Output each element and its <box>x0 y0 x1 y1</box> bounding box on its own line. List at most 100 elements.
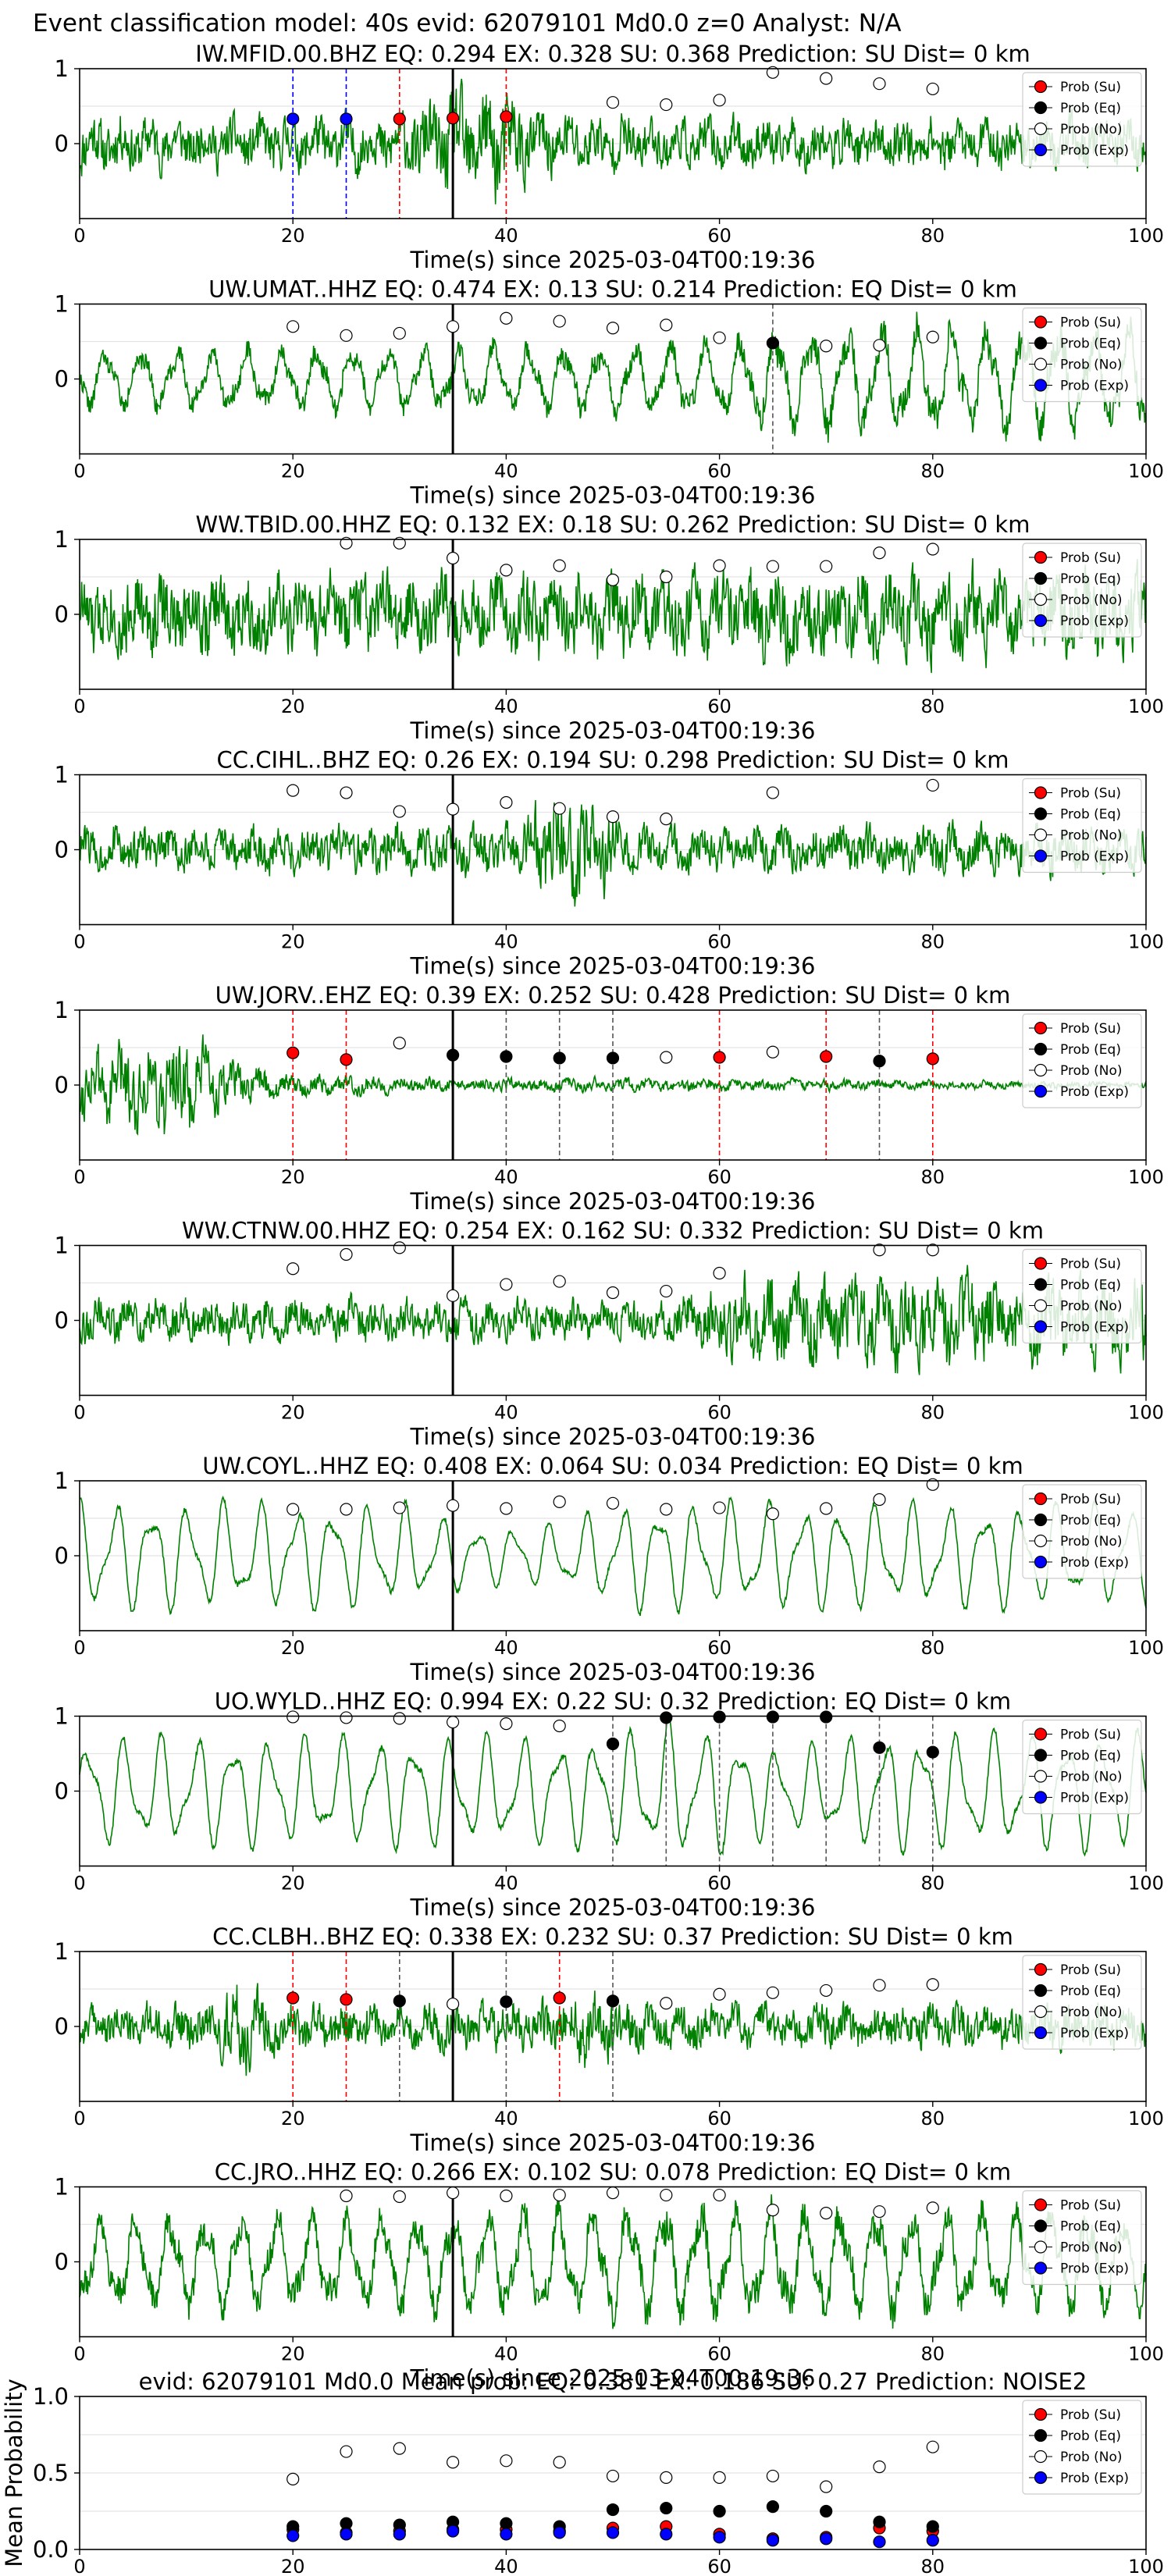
prob-point-no <box>553 1275 566 1288</box>
prob-point-no <box>393 1241 406 1254</box>
legend-marker-exp <box>1034 2261 1048 2275</box>
legend-marker-su <box>1034 1021 1048 1035</box>
legend-label: Prob (No) <box>1060 358 1123 373</box>
prob-point-no <box>287 1710 300 1724</box>
x-tick-label: 20 <box>281 225 305 247</box>
x-tick-label: 60 <box>707 225 731 247</box>
legend-label: Prob (Eq) <box>1060 807 1121 823</box>
legend-label: Prob (Eq) <box>1060 1278 1121 1293</box>
prob-point-no <box>606 2186 620 2200</box>
legend-label: Prob (Su) <box>1060 80 1121 95</box>
legend-label: Prob (Su) <box>1060 1492 1121 1507</box>
legend-label: Prob (Su) <box>1060 1962 1121 1978</box>
prob-point-no <box>820 2207 833 2220</box>
prob-point-no <box>926 543 939 556</box>
prob-point-eq <box>393 1994 406 2008</box>
station-panel-8: UO.WYLD..HHZ EQ: 0.994 EX: 0.22 SU: 0.32… <box>55 1688 1164 1921</box>
x-axis-label: Time(s) since 2025-03-04T00:19:36 <box>410 482 816 509</box>
x-tick-label: 60 <box>707 2556 731 2576</box>
legend-marker-eq <box>1034 807 1048 820</box>
prob-point-no <box>340 536 353 550</box>
legend-marker-su <box>1034 315 1048 329</box>
prob-point-su <box>393 112 406 126</box>
prob-point-no <box>500 1502 513 1515</box>
mean-prob-point-eq <box>873 2515 886 2528</box>
prob-point-no <box>500 1717 513 1731</box>
legend-marker-exp <box>1034 1084 1048 1098</box>
legend-label: Prob (Eq) <box>1060 2219 1121 2235</box>
legend-marker-no <box>1034 1299 1048 1312</box>
legend-label: Prob (Eq) <box>1060 2428 1121 2444</box>
waveform-trace <box>79 2194 1147 2329</box>
prob-point-eq <box>926 1745 939 1759</box>
prob-point-no <box>606 810 620 824</box>
x-tick-label: 80 <box>921 1166 945 1188</box>
prob-point-no <box>393 2190 406 2204</box>
prob-point-no <box>873 1493 886 1507</box>
legend-label: Prob (No) <box>1060 2005 1123 2020</box>
panel-title: evid: 62079101 Md0.0 Mean prob: EQ: 0.38… <box>139 2368 1087 2395</box>
y-tick-label: 1 <box>55 762 69 788</box>
prob-point-no <box>660 1997 673 2010</box>
station-panel-9: CC.CLBH..BHZ EQ: 0.338 EX: 0.232 SU: 0.3… <box>55 1923 1164 2156</box>
x-tick-label: 100 <box>1128 225 1164 247</box>
legend-label: Prob (No) <box>1060 2240 1123 2256</box>
legend-box <box>1022 1013 1142 1108</box>
legend: Prob (Su) Prob (Eq) Prob (No) Prob (Exp) <box>1022 1719 1142 1815</box>
x-tick-label: 80 <box>921 2343 945 2365</box>
prob-point-no <box>606 1496 620 1510</box>
legend-marker-eq <box>1034 101 1048 115</box>
station-panel-10: CC.JRO..HHZ EQ: 0.266 EX: 0.102 SU: 0.07… <box>55 2159 1164 2392</box>
mean-prob-point-no <box>446 2456 460 2469</box>
legend-label: Prob (Exp) <box>1060 143 1129 158</box>
prob-point-su <box>500 110 513 123</box>
waveform-trace <box>79 1495 1147 1617</box>
x-tick-label: 40 <box>494 931 518 953</box>
legend-label: Prob (Exp) <box>1060 849 1129 865</box>
mean-probability-panel: evid: 62079101 Md0.0 Mean prob: EQ: 0.38… <box>1 2368 1164 2576</box>
prob-point-no <box>766 66 780 79</box>
station-panel-6: WW.CTNW.00.HHZ EQ: 0.254 EX: 0.162 SU: 0… <box>55 1218 1164 1450</box>
prob-point-no <box>766 1507 780 1521</box>
waveform-trace <box>79 1265 1147 1375</box>
x-tick-label: 80 <box>921 1402 945 1424</box>
mean-prob-point-exp <box>820 2532 833 2546</box>
x-tick-label: 40 <box>494 2556 518 2576</box>
prob-point-no <box>660 813 673 826</box>
x-tick-label: 0 <box>73 461 85 482</box>
x-tick-label: 0 <box>73 1166 85 1188</box>
y-tick-label: 1 <box>55 1468 69 1494</box>
legend-marker-eq <box>1034 1278 1048 1291</box>
legend-marker-su <box>1034 2198 1048 2211</box>
legend-label: Prob (Eq) <box>1060 101 1121 116</box>
prob-point-no <box>820 340 833 353</box>
legend-box <box>1022 2400 1142 2495</box>
y-tick-label: 1 <box>55 1703 69 1730</box>
prob-point-no <box>393 536 406 550</box>
prob-point-eq <box>606 1994 620 2008</box>
legend: Prob (Su) Prob (Eq) Prob (No) Prob (Exp) <box>1022 543 1142 638</box>
x-tick-label: 80 <box>921 2108 945 2129</box>
x-tick-label: 40 <box>494 461 518 482</box>
legend-label: Prob (Exp) <box>1060 1555 1129 1571</box>
prob-point-no <box>446 320 460 333</box>
prob-point-su <box>820 1050 833 1063</box>
x-tick-label: 0 <box>73 225 85 247</box>
x-tick-label: 60 <box>707 1873 731 1895</box>
waveform-trace <box>79 78 1147 205</box>
prob-point-no <box>713 331 726 344</box>
legend-box <box>1022 1484 1142 1579</box>
legend-marker-su <box>1034 80 1048 94</box>
prob-point-su <box>553 1991 566 2005</box>
waveform-trace <box>79 1983 1147 2076</box>
legend-marker-su <box>1034 1257 1048 1270</box>
mean-prob-point-exp <box>606 2526 620 2539</box>
legend-box <box>1022 307 1142 403</box>
legend-marker-no <box>1034 358 1048 371</box>
mean-prob-point-exp <box>553 2526 566 2539</box>
legend-marker-no <box>1034 2450 1048 2464</box>
mean-prob-point-exp <box>660 2528 673 2541</box>
x-tick-label: 60 <box>707 2108 731 2129</box>
x-tick-label: 100 <box>1128 1402 1164 1424</box>
